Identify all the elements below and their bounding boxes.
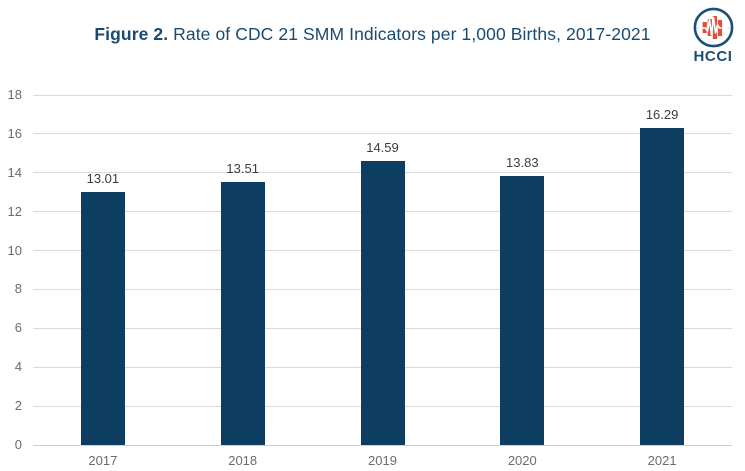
y-tick-label: 4 <box>14 359 22 375</box>
y-tick-label: 6 <box>14 320 22 336</box>
bar-2019 <box>360 161 405 445</box>
gridline <box>33 133 732 135</box>
header: Figure 2. Rate of CDC 21 SMM Indicators p… <box>0 24 745 45</box>
chart-title-figure-number: Figure 2. <box>94 24 169 44</box>
bar-value-label: 14.59 <box>366 140 399 156</box>
gridline <box>33 94 732 96</box>
bar-value-label: 16.29 <box>645 107 679 123</box>
chart-title: Figure 2. Rate of CDC 21 SMM Indicators p… <box>94 24 650 45</box>
x-tick-label: 2018 <box>228 453 258 468</box>
y-tick-label: 10 <box>7 242 22 258</box>
hcci-logo-icon <box>693 7 733 48</box>
bar-2021 <box>640 128 685 445</box>
y-tick-label: 18 <box>7 87 22 102</box>
bar-value-label: 13.83 <box>506 155 539 171</box>
bar-2017 <box>80 192 125 445</box>
bar-value-label: 13.01 <box>86 171 120 187</box>
y-tick-label: 14 <box>7 164 22 180</box>
hcci-logo-text: HCCI <box>693 48 733 65</box>
x-tick-label: 2019 <box>368 453 397 468</box>
x-tick-label: 2020 <box>507 453 537 468</box>
hcci-logo: HCCI <box>690 7 736 64</box>
y-tick-label: 0 <box>14 437 22 452</box>
x-tick-label: 2017 <box>88 453 118 468</box>
x-tick-label: 2021 <box>647 453 677 468</box>
chart-title-text: Rate of CDC 21 SMM Indicators per 1,000 … <box>173 24 651 44</box>
gridline <box>33 444 732 446</box>
y-tick-label: 8 <box>14 281 22 297</box>
y-tick-label: 12 <box>7 203 22 219</box>
bar-2020 <box>500 176 545 445</box>
y-tick-label: 2 <box>14 398 22 414</box>
bar-2018 <box>220 182 265 445</box>
y-tick-label: 16 <box>7 125 22 141</box>
bar-value-label: 13.51 <box>226 161 259 177</box>
